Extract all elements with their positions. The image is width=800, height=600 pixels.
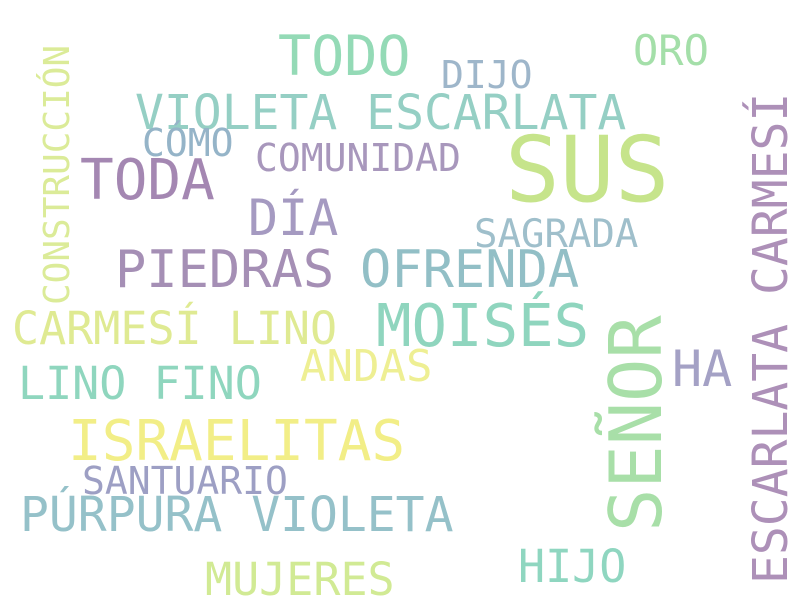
word-violeta-escarlata: VIOLETA ESCARLATA — [135, 85, 627, 141]
word-ofrenda: OFRENDA — [360, 240, 580, 300]
word-moises: MOISÉS — [376, 291, 590, 360]
word-hijo: HIJO — [518, 540, 627, 593]
word-escarlata-carmesi: ESCARLATA CARMESÍ — [743, 92, 799, 584]
word-ha: HA — [672, 340, 733, 398]
word-sus: SUS — [505, 118, 670, 223]
word-dijo: DIJO — [441, 53, 533, 97]
word-oro: ORO — [633, 26, 709, 75]
word-piedras: PIEDRAS — [115, 240, 335, 300]
word-dia: DÍA — [248, 189, 339, 247]
word-santuario: SANTUARIO — [82, 459, 288, 503]
word-toda: TODA — [80, 148, 215, 213]
word-construccion: CONSTRUCCIÓN — [37, 44, 78, 305]
word-sagrada: SAGRADA — [474, 212, 639, 257]
word-comunidad: COMUNIDAD — [255, 136, 461, 180]
word-israelitas: ISRAELITAS — [68, 409, 406, 474]
word-purpura-violeta: PÚRPURA VIOLETA — [20, 487, 454, 543]
word-senor: SEÑOR — [594, 315, 678, 532]
word-lino-fino: LINO FINO — [18, 357, 262, 410]
word-como: CÓMO — [142, 121, 234, 165]
word-carmesi-lino: CARMESÍ LINO — [12, 302, 338, 355]
word-mujeres: MUJERES — [205, 553, 395, 600]
word-todo: TODO — [278, 24, 411, 88]
word-andas: ANDAS — [300, 341, 433, 392]
